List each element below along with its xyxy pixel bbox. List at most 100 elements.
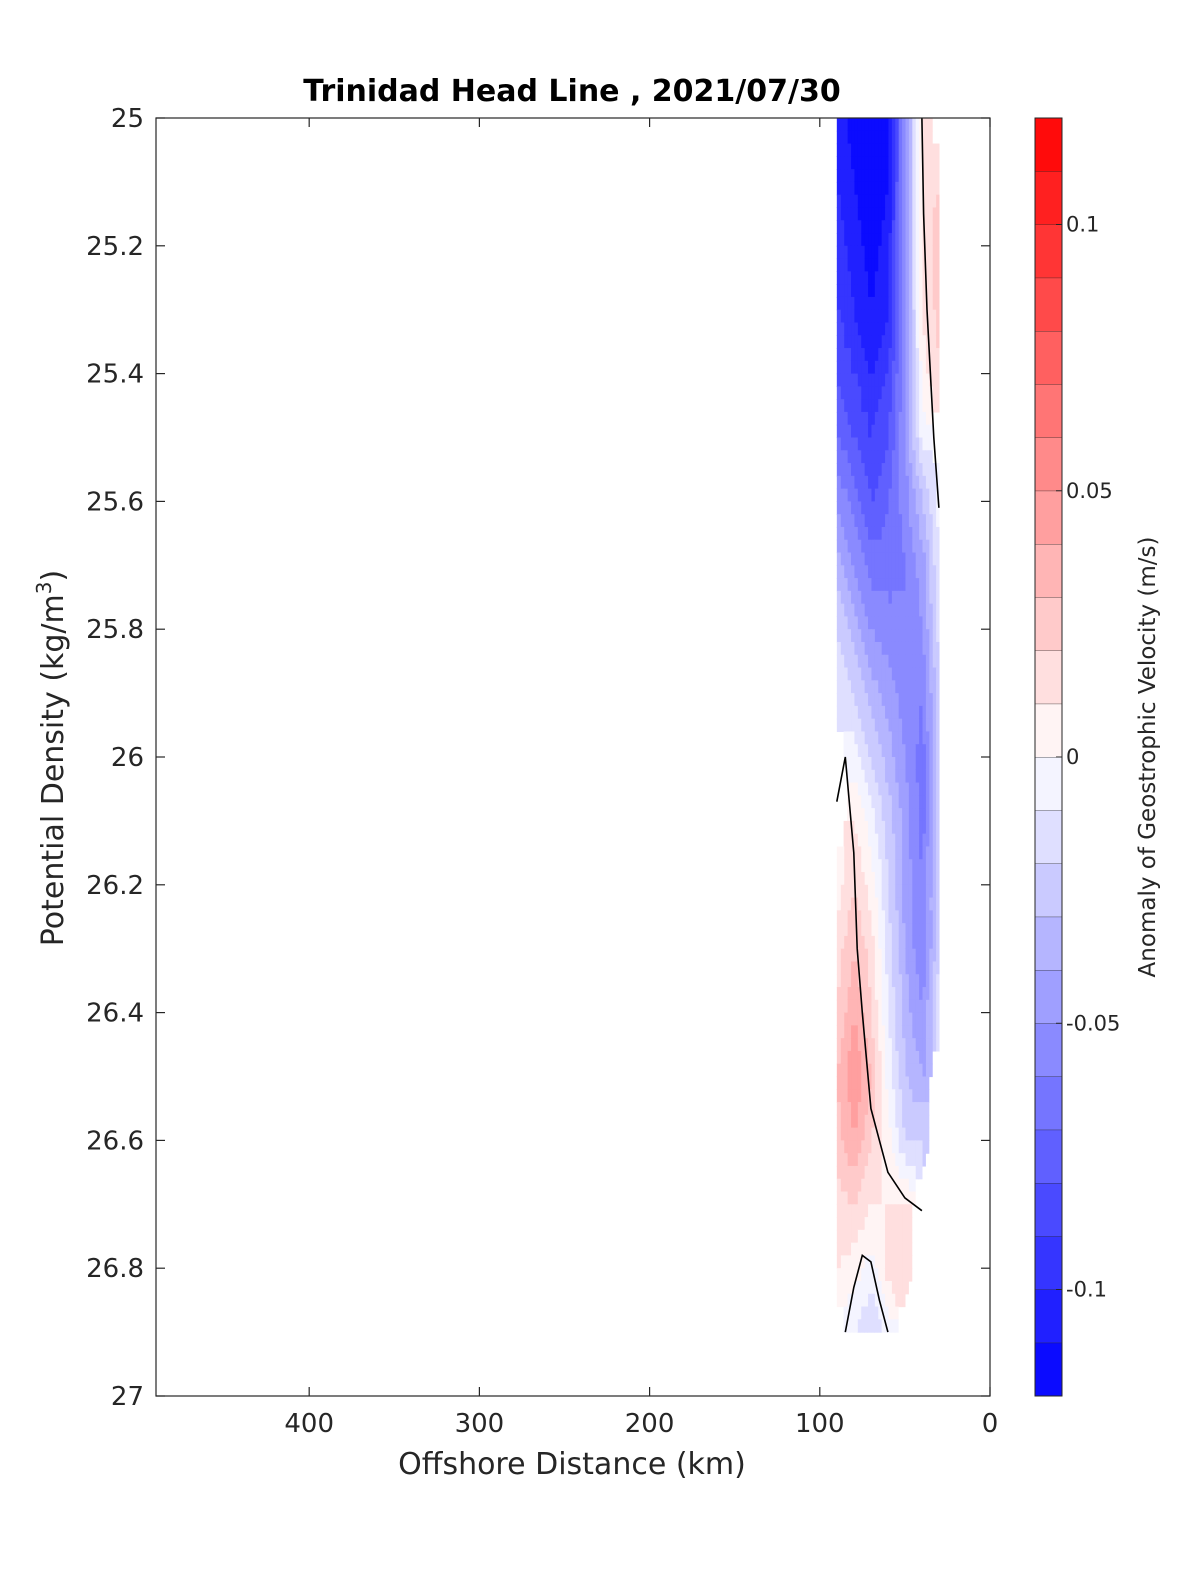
field-cell [918, 220, 923, 234]
field-cell [867, 322, 872, 336]
field-cell [870, 539, 875, 554]
field-cell [928, 309, 933, 324]
field-cell [857, 271, 862, 285]
field-cell [908, 514, 913, 528]
field-cell [928, 795, 933, 809]
field-cell [874, 859, 879, 873]
field-cell [881, 118, 886, 132]
field-cell [847, 884, 852, 899]
field-cell [887, 411, 892, 426]
field-cell [908, 782, 913, 796]
field-cell [898, 373, 903, 387]
field-cell [874, 1306, 879, 1320]
field-cell [860, 859, 865, 873]
field-cell [836, 590, 841, 605]
field-cell [901, 271, 906, 285]
field-cell [853, 820, 858, 835]
field-cell [881, 616, 886, 630]
field-cell [908, 360, 913, 375]
field-cell [874, 296, 879, 311]
field-cell [881, 1076, 886, 1090]
field-cell [840, 884, 845, 899]
field-cell [847, 245, 852, 260]
field-cell [881, 923, 886, 937]
field-cell [891, 1025, 896, 1039]
field-cell [836, 437, 841, 451]
field-cell [932, 667, 937, 681]
field-cell [874, 118, 879, 132]
field-cell [935, 616, 940, 630]
field-cell [925, 705, 930, 720]
field-cell [928, 450, 933, 464]
field-cell [884, 1204, 889, 1218]
field-cell [860, 693, 865, 707]
field-cell [891, 629, 896, 643]
field-cell [881, 1165, 886, 1180]
field-cell [908, 207, 913, 221]
field-cell [864, 271, 869, 285]
field-cell [864, 526, 869, 541]
field-cell [894, 437, 899, 451]
field-cell [925, 399, 930, 413]
field-cell [840, 322, 845, 336]
field-cell [857, 795, 862, 809]
field-cell [874, 463, 879, 477]
field-cell [904, 1204, 909, 1218]
field-cell [894, 143, 899, 157]
field-cell [887, 207, 892, 221]
field-cell [921, 360, 926, 375]
field-cell [891, 705, 896, 720]
field-cell [925, 194, 930, 209]
field-cell [867, 1050, 872, 1065]
field-cell [881, 373, 886, 387]
field-cell [884, 641, 889, 656]
field-cell [904, 1242, 909, 1257]
field-cell [904, 130, 909, 145]
field-cell [860, 1127, 865, 1141]
field-cell [847, 910, 852, 924]
field-cell [908, 974, 913, 988]
field-cell [874, 386, 879, 400]
field-cell [915, 987, 920, 1001]
field-cell [901, 987, 906, 1001]
field-cell [898, 693, 903, 707]
field-cell [884, 910, 889, 924]
field-cell [884, 1191, 889, 1205]
field-cell [918, 731, 923, 745]
field-cell [860, 654, 865, 669]
field-cell [836, 1114, 841, 1129]
field-cell [901, 156, 906, 170]
field-cell [901, 833, 906, 848]
field-cell [864, 1153, 869, 1167]
field-cell [894, 373, 899, 387]
field-cell [887, 245, 892, 260]
field-cell [915, 616, 920, 630]
field-cell [908, 923, 913, 937]
field-cell [864, 1191, 869, 1205]
field-cell [891, 220, 896, 234]
field-cell [921, 757, 926, 771]
field-cell [847, 833, 852, 848]
field-cell [911, 948, 916, 963]
field-cell [884, 309, 889, 324]
field-cell [847, 974, 852, 988]
field-cell [908, 1076, 913, 1090]
field-cell [864, 501, 869, 515]
field-cell [843, 1178, 848, 1193]
field-cell [887, 271, 892, 285]
colorbar-tick-label: 0.1 [1066, 213, 1099, 237]
field-cell [908, 769, 913, 784]
field-cell [843, 667, 848, 681]
field-cell [911, 526, 916, 541]
field-cell [918, 948, 923, 963]
field-cell [857, 194, 862, 209]
field-cell [877, 1025, 882, 1039]
field-cell [836, 501, 841, 515]
field-cell [911, 1089, 916, 1103]
field-cell [840, 348, 845, 362]
field-cell [894, 1127, 899, 1141]
field-cell [925, 220, 930, 234]
field-cell [874, 1242, 879, 1257]
field-cell [850, 820, 855, 835]
field-cell [904, 565, 909, 579]
